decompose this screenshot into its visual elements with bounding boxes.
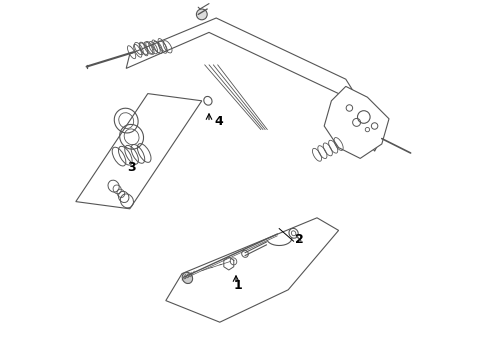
Polygon shape [166, 218, 339, 322]
Text: 2: 2 [294, 233, 303, 246]
Polygon shape [76, 94, 202, 209]
Polygon shape [126, 18, 382, 151]
Polygon shape [324, 86, 389, 158]
Ellipse shape [196, 9, 207, 20]
Ellipse shape [182, 272, 193, 284]
Text: 1: 1 [233, 279, 242, 292]
Text: 3: 3 [127, 161, 136, 174]
Text: 4: 4 [215, 115, 223, 128]
